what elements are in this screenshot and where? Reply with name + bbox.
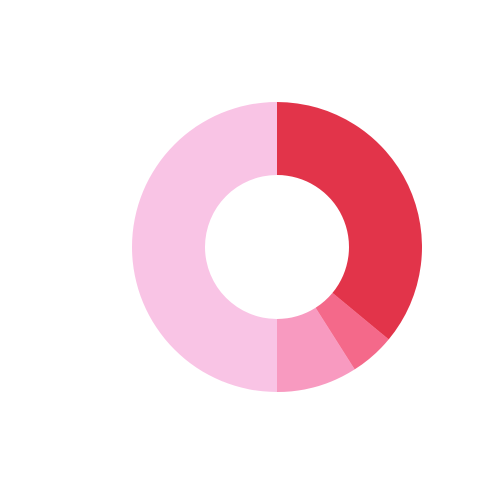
donut-slices [132, 102, 422, 392]
donut-slice-4 [132, 102, 277, 392]
donut-slice-3 [277, 307, 355, 392]
donut-slice-2 [315, 292, 389, 370]
donut-slice-1 [277, 102, 422, 340]
